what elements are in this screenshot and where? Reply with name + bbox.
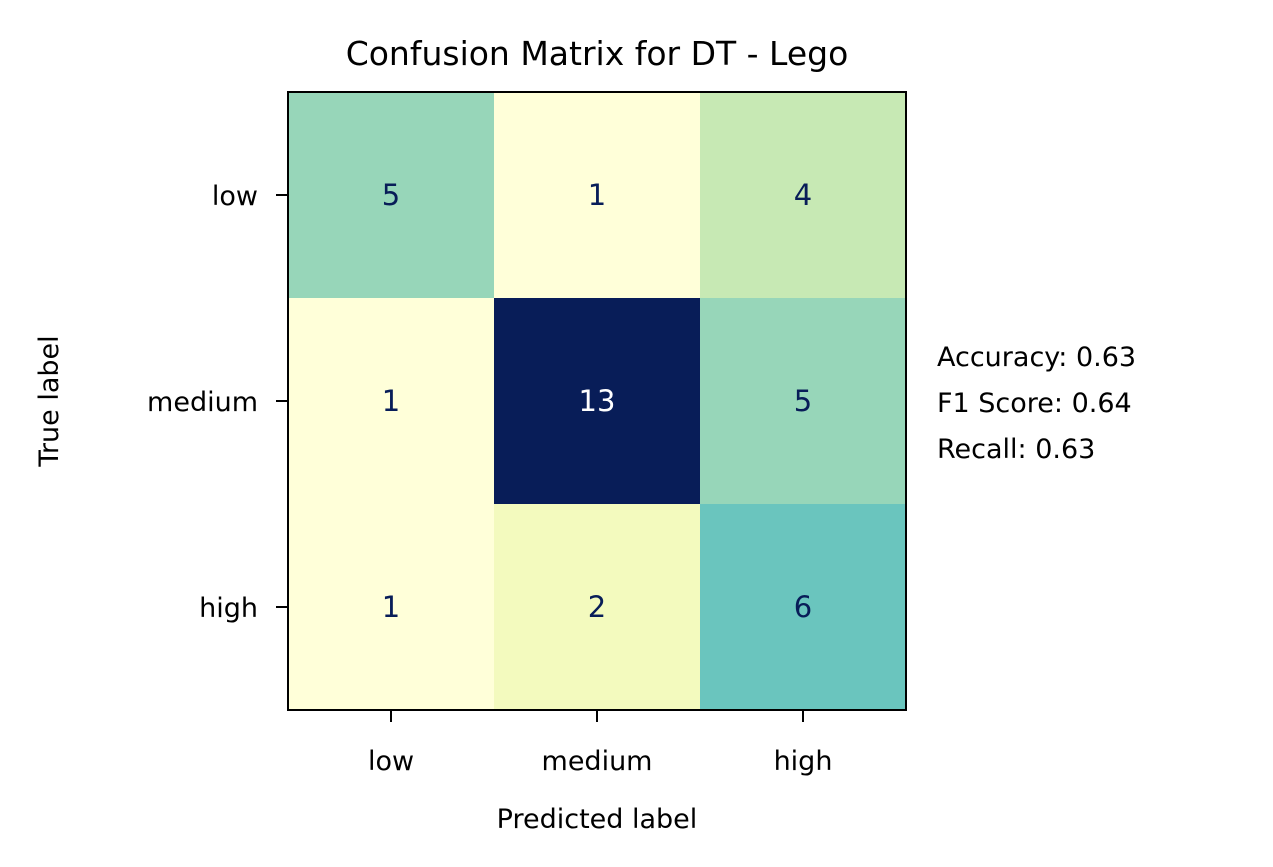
heatmap-cell (288, 298, 495, 505)
heatmap-cell (700, 92, 907, 299)
chart-title: Confusion Matrix for DT - Lego (346, 34, 849, 73)
cell-value-label: 6 (794, 590, 812, 624)
y-tick-label: high (199, 593, 258, 624)
heatmap-cell (700, 504, 907, 711)
cell-value-label: 1 (382, 384, 400, 418)
x-tick-label: high (774, 746, 833, 777)
x-tick-label: low (368, 746, 414, 777)
recall-text: Recall: 0.63 (937, 434, 1095, 465)
heatmap-cell (494, 298, 701, 505)
heatmap-cells (288, 92, 907, 711)
y-tick-label: medium (147, 387, 258, 418)
heatmap-cell (494, 504, 701, 711)
cell-value-label: 4 (794, 178, 812, 212)
cell-value-label: 5 (794, 384, 812, 418)
x-axis-label: Predicted label (497, 804, 698, 835)
y-axis-ticks: low medium high (147, 181, 288, 624)
heatmap-cell (288, 92, 495, 299)
y-tick-label: low (212, 181, 258, 212)
x-tick-label: medium (542, 746, 653, 777)
f1-score-text: F1 Score: 0.64 (937, 388, 1132, 419)
heatmap-cell (288, 504, 495, 711)
cell-value-label: 1 (382, 590, 400, 624)
cell-value-label: 5 (382, 178, 400, 212)
accuracy-text: Accuracy: 0.63 (937, 342, 1136, 373)
y-axis-label: True label (34, 335, 65, 467)
x-axis-ticks: low medium high (368, 710, 832, 777)
heatmap-cell (700, 298, 907, 505)
cell-value-labels: 5 1 4 1 13 5 1 2 6 (382, 178, 812, 624)
cell-value-label: 2 (588, 590, 606, 624)
heatmap-cell (494, 92, 701, 299)
cell-value-label: 1 (588, 178, 606, 212)
metrics-annotation: Accuracy: 0.63 F1 Score: 0.64 Recall: 0.… (937, 342, 1136, 465)
cell-value-label: 13 (579, 384, 616, 418)
